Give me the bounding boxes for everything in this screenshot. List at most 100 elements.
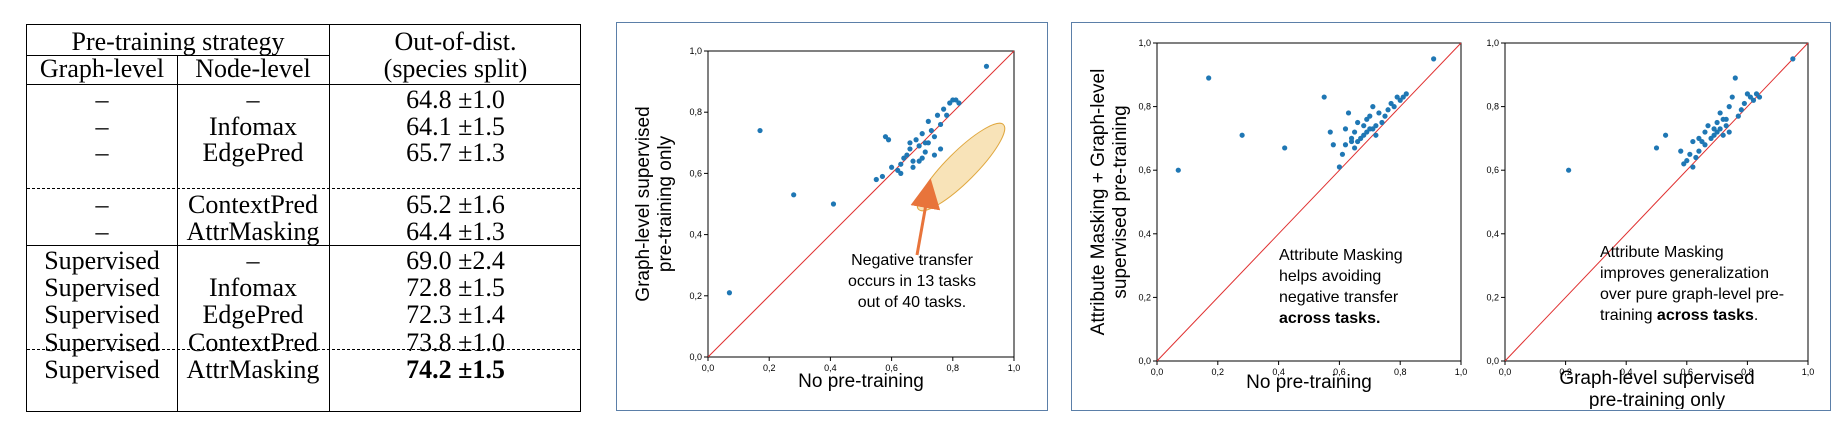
group-separator [27,245,580,246]
cell-ood-score: 64.1 ±1.5 [406,112,505,141]
chart-2b-point [1702,129,1708,135]
cell-graph-level: – [95,138,109,167]
cell-ood-score: 72.3 ±1.4 [406,300,505,329]
cell-graph-level: – [95,85,109,114]
chart-2b-point [1729,94,1735,100]
header-strategy-underline [27,55,329,56]
chart-2b-point [1720,132,1726,138]
chart-2a-xlabel: No pre-training [1246,372,1372,393]
chart-2b-xtick-label: 0,0 [1499,367,1512,377]
chart-2a-point [1370,126,1376,132]
chart-1-point [726,290,733,296]
chart-2a-ylabel-line2: supervised pre-training [1110,105,1131,298]
chart-1-point [907,146,913,152]
chart-2b-point [1684,158,1690,164]
chart-2b-point [1690,164,1696,170]
chart-1-ytick-label: 0,8 [689,107,702,117]
chart-1-point [919,131,925,137]
cell-node-level: ContextPred [188,328,318,357]
chart-1-point [956,100,962,106]
chart-2a-point [1391,104,1397,110]
chart-2b-point [1714,129,1720,135]
chart-1-point [907,140,913,146]
chart-2a-point [1336,164,1342,170]
chart-2b-annotation-line3: over pure graph-level pre- [1600,286,1784,303]
chart-2b-point [1696,148,1702,154]
chart-1-ylabel-line1: Graph-level supervised [633,106,654,301]
chart-2b-ytick-label: 0,0 [1486,356,1499,366]
chart-2a-xtick-label: 0,6 [1333,367,1346,377]
chart-2b-xtick-label: 0,6 [1681,367,1694,377]
chart-2b-annotation-line4: training across tasks. [1600,307,1758,324]
header-node-level: Node-level [195,54,311,83]
chart-2a-point [1352,129,1358,135]
chart-2a-diagonal [1156,42,1462,362]
chart-2b-ytick-label: 0,4 [1486,229,1499,239]
cell-node-level: ContextPred [188,190,318,219]
chart-1-point [925,140,931,146]
chart-2b-frame [1504,42,1809,362]
chart-1-xtick-label: 0,6 [885,363,898,373]
chart-2b-point [1714,119,1720,126]
chart-2a-point [1403,91,1409,97]
chart-2a-ytick-label: 0,4 [1138,229,1151,239]
chart-2b-xlabel-line2: pre-training only [1589,390,1726,409]
chart-2b-point [1738,107,1744,113]
chart-2b-point [1732,75,1738,81]
chart-1-point [757,127,763,134]
chart-1-point [931,152,938,158]
chart-2b-point [1723,123,1729,129]
chart-2a-xtick-label: 0,8 [1394,367,1407,377]
chart-1-point [889,164,895,170]
col-divider-node-score [329,25,330,411]
chart-2a-point [1382,113,1388,119]
chart-1-point [928,127,934,134]
chart-2b-point [1662,132,1669,138]
chart-2b-xlabel-line1: Graph-level supervised [1559,368,1754,389]
chart-2a-point [1431,56,1437,62]
chart-2b-point [1726,104,1732,110]
chart-2a-point [1330,142,1336,148]
chart-2a-point [1355,119,1361,126]
chart-2a-point [1385,107,1391,113]
chart-1-point [873,176,879,183]
cell-ood-score: 69.0 ±2.4 [406,246,505,275]
chart-2a-point [1175,167,1181,173]
chart-2a-point [1239,132,1245,138]
chart-2a-annotation-line2: helps avoiding [1279,268,1381,285]
chart-2-svg: 0,00,00,20,20,40,40,60,60,80,81,01,0 Att… [1088,38,1814,411]
chart-2b-point [1726,129,1732,135]
header-strategy: Pre-training strategy [71,27,285,56]
chart-2a-point [1342,142,1349,148]
chart-2a-point [1345,110,1352,116]
chart-1-point [885,137,892,143]
cell-node-level: – [246,85,260,114]
chart-1-diagonal [707,50,1015,358]
cell-node-level: AttrMasking [186,355,320,384]
cell-node-level: EdgePred [202,300,304,329]
header-ood-line2: (species split) [383,54,528,83]
chart-1-ytick-label: 0,2 [689,291,702,301]
cell-graph-level: Supervised [44,246,160,275]
col-divider-graph-node [177,55,178,411]
chart-2b-point [1790,56,1796,62]
chart-1-annotation-line2: occurs in 13 tasks [848,273,976,290]
chart-2a-point [1373,132,1379,138]
cell-node-level: – [246,246,260,275]
chart-2b-point [1687,151,1693,157]
chart-1-ytick-label: 0,4 [689,230,702,240]
chart-1-point [913,137,919,143]
cell-node-level: EdgePred [202,138,304,167]
chart-1-xtick-label: 0,0 [702,363,715,373]
chart-1-point [983,63,990,69]
chart-1-ytick-label: 1,0 [689,46,702,56]
header-bottom-rule [27,84,580,85]
chart-1-point [901,155,907,161]
cell-ood-score: 74.2 ±1.5 [406,355,505,384]
chart-1-point [931,134,938,140]
chart-2b-xtick-label: 0,8 [1741,367,1754,377]
chart-2b-point [1693,154,1699,161]
chart-2a-point [1355,138,1361,145]
chart-2a-frame [1156,42,1462,362]
dashed-separator-1 [27,188,580,189]
